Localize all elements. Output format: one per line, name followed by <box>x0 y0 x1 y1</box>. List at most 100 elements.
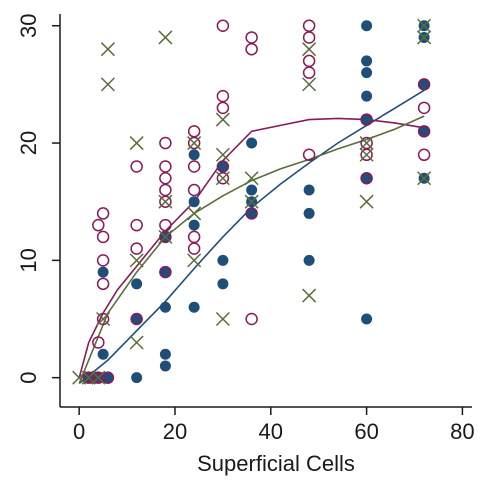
point-hollow-circle <box>187 230 201 244</box>
point-x-marker <box>417 18 432 33</box>
point-hollow-circle <box>302 54 316 68</box>
point-filled-circle <box>246 207 258 219</box>
point-filled-circle <box>303 184 315 196</box>
x-tick-label: 40 <box>259 419 283 444</box>
point-hollow-circle <box>96 230 110 244</box>
point-x-marker <box>359 147 374 162</box>
data-points <box>72 18 432 385</box>
point-filled-circle <box>303 207 315 219</box>
point-x-marker <box>187 253 202 268</box>
point-filled-circle <box>217 161 229 173</box>
point-filled-circle <box>361 20 373 32</box>
point-filled-circle <box>102 372 114 384</box>
point-hollow-circle <box>187 160 201 173</box>
point-x-marker <box>129 136 144 151</box>
point-hollow-circle <box>302 19 316 32</box>
point-filled-circle <box>159 360 171 372</box>
point-x-marker <box>417 171 432 186</box>
point-hollow-circle <box>92 371 105 384</box>
point-filled-circle <box>361 90 373 102</box>
point-filled-circle <box>246 137 258 149</box>
point-hollow-circle <box>82 371 95 384</box>
point-hollow-circle <box>216 101 230 115</box>
point-filled-circle <box>303 254 315 266</box>
point-hollow-circle <box>417 125 431 138</box>
axes <box>59 14 472 408</box>
fit-curve <box>78 89 425 385</box>
point-hollow-circle <box>96 312 110 326</box>
point-hollow-circle <box>130 312 143 326</box>
point-x-marker <box>302 42 317 57</box>
point-hollow-circle <box>417 78 431 91</box>
point-hollow-circle <box>302 31 316 44</box>
point-x-marker <box>302 288 317 303</box>
point-hollow-circle <box>92 336 105 349</box>
point-hollow-circle <box>216 89 230 103</box>
point-filled-circle <box>361 313 373 325</box>
point-x-marker <box>129 253 144 268</box>
point-filled-circle <box>159 301 171 313</box>
point-hollow-circle <box>159 136 172 150</box>
point-x-marker <box>187 136 202 151</box>
point-hollow-circle <box>245 42 258 56</box>
point-hollow-circle <box>96 277 110 291</box>
y-tick-label: 20 <box>16 131 41 155</box>
point-filled-circle <box>188 149 200 161</box>
point-filled-circle <box>217 254 229 266</box>
x-axis-ticks: 0 20 40 60 80 <box>73 407 475 444</box>
x-tick-label: 80 <box>450 419 474 444</box>
point-hollow-circle <box>187 125 201 138</box>
point-hollow-circle <box>302 148 316 162</box>
point-hollow-circle <box>245 312 258 326</box>
point-filled-circle <box>361 172 373 184</box>
point-hollow-circle <box>159 160 172 173</box>
point-filled-circle <box>97 266 109 278</box>
point-x-marker <box>359 136 374 151</box>
point-filled-circle <box>131 372 143 384</box>
point-x-marker <box>91 370 106 385</box>
point-x-marker <box>215 147 230 162</box>
point-hollow-circle <box>159 171 172 185</box>
point-hollow-circle <box>302 66 316 79</box>
point-x-marker <box>359 194 374 209</box>
x-axis-title: Superficial Cells <box>197 451 355 476</box>
point-hollow-circle <box>417 101 431 115</box>
point-filled-circle <box>361 55 373 67</box>
point-hollow-circle <box>101 371 115 384</box>
point-filled-circle <box>188 196 200 208</box>
point-hollow-circle <box>216 160 230 173</box>
point-hollow-circle <box>360 171 373 185</box>
point-hollow-circle <box>187 183 201 197</box>
point-x-marker <box>215 171 230 186</box>
point-hollow-circle <box>159 218 172 232</box>
point-filled-circle <box>97 348 109 360</box>
point-hollow-circle <box>417 148 431 162</box>
point-hollow-circle <box>92 218 105 232</box>
point-x-marker <box>96 311 111 327</box>
point-x-marker <box>215 112 230 127</box>
point-x-marker <box>129 335 144 350</box>
point-filled-circle <box>159 348 171 360</box>
x-tick-label: 0 <box>73 419 85 444</box>
point-hollow-circle <box>130 218 143 232</box>
point-x-marker <box>158 30 173 45</box>
point-hollow-circle <box>245 207 258 220</box>
point-x-marker <box>417 30 432 45</box>
point-filled-circle <box>418 78 430 90</box>
point-hollow-circle <box>130 242 143 255</box>
point-filled-circle <box>246 184 258 196</box>
y-tick-label: 0 <box>16 372 41 384</box>
point-x-marker <box>244 194 259 209</box>
point-hollow-circle <box>96 254 110 267</box>
point-x-marker <box>100 42 115 57</box>
point-x-marker <box>215 311 230 327</box>
point-hollow-circle <box>159 265 172 279</box>
point-hollow-circle <box>360 136 373 150</box>
point-filled-circle <box>418 125 430 137</box>
point-filled-circle <box>188 301 200 313</box>
y-tick-label: 30 <box>16 13 41 37</box>
x-tick-label: 60 <box>354 419 378 444</box>
point-hollow-circle <box>245 31 258 44</box>
point-hollow-circle <box>360 113 373 126</box>
